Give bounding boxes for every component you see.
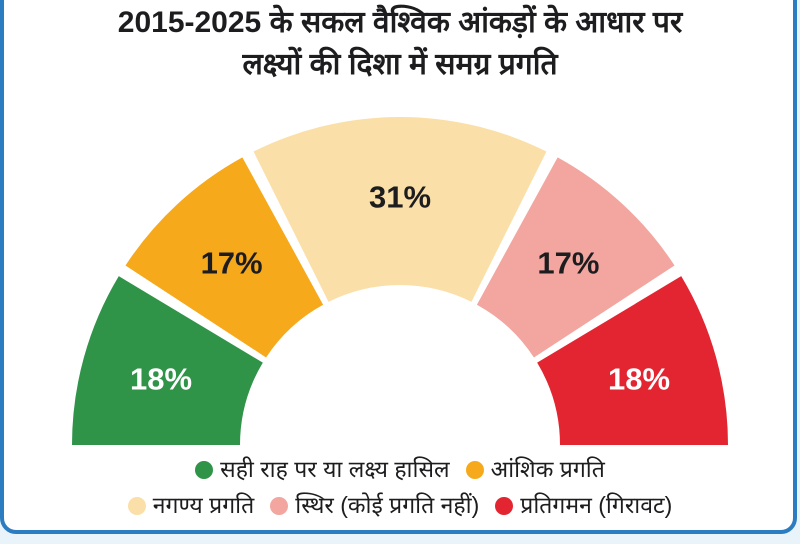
legend-item-1: आंशिक प्रगति (465, 451, 605, 487)
legend-row: नगण्य प्रगति स्थिर (कोई प्रगति नहीं) प्रति… (0, 487, 800, 523)
gauge-segment-value-label-2: 31% (369, 180, 431, 215)
semicircle-gauge-chart: 18% 17% 31% 17% 18% (0, 100, 800, 450)
chart-title-line2: लक्ष्यों की दिशा में समग्र प्रगति (242, 48, 558, 81)
gauge-segment-value-label-1: 17% (201, 245, 263, 280)
legend-row: सही राह पर या लक्ष्य हासिल आंशिक प्रगति (0, 451, 800, 487)
gauge-segment-0 (72, 276, 263, 445)
legend-dot-icon (270, 497, 289, 515)
legend-item-4: प्रतिगमन (गिरावट) (495, 487, 672, 523)
legend-item-2: नगण्य प्रगति (127, 487, 255, 523)
legend-label: नगण्य प्रगति (152, 492, 255, 518)
gauge-segment-1 (125, 157, 324, 358)
chart-legend: सही राह पर या लक्ष्य हासिल आंशिक प्रगति नग… (0, 451, 800, 523)
chart-title-line1: 2015-2025 के सकल वैश्विक आंकड़ों के आधार… (117, 6, 683, 39)
legend-label: सही राह पर या लक्ष्य हासिल (220, 456, 450, 482)
gauge-segment-2 (253, 116, 547, 302)
gauge-segment-value-label-3: 17% (537, 245, 599, 280)
legend-dot-icon (195, 461, 214, 479)
legend-dot-icon (127, 497, 146, 515)
gauge-segment-3 (476, 157, 675, 358)
legend-label: आंशिक प्रगति (490, 456, 605, 482)
gauge-segment-value-label-4: 18% (608, 361, 670, 396)
legend-label: स्थिर (कोई प्रगति नहीं) (295, 492, 480, 518)
gauge-svg: 18% 17% 31% 17% 18% (72, 116, 728, 445)
legend-item-0: सही राह पर या लक्ष्य हासिल (195, 451, 450, 487)
gauge-segment-value-label-0: 18% (130, 361, 192, 396)
legend-dot-icon (495, 497, 514, 515)
gauge-segment-4 (537, 276, 728, 445)
chart-title: 2015-2025 के सकल वैश्विक आंकड़ों के आधार… (30, 2, 770, 86)
legend-dot-icon (465, 461, 484, 479)
legend-item-3: स्थिर (कोई प्रगति नहीं) (270, 487, 479, 523)
legend-label: प्रतिगमन (गिरावट) (520, 492, 673, 518)
